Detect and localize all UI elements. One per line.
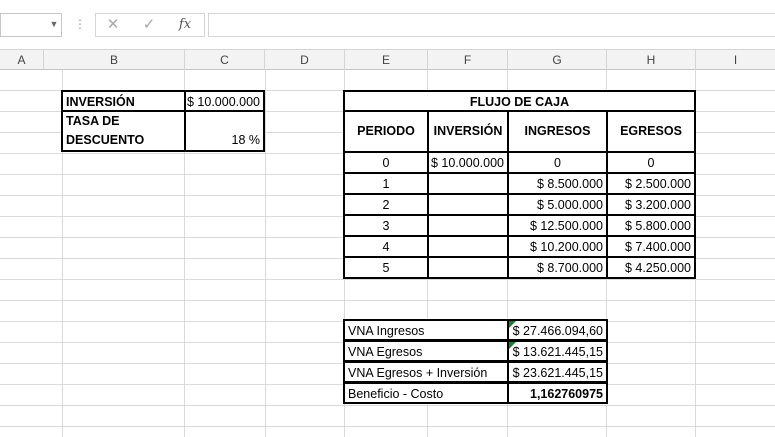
inversion-cell[interactable] [427, 214, 509, 237]
name-box[interactable] [0, 13, 62, 37]
ingresos-cell[interactable]: $ 8.500.000 [507, 172, 608, 195]
header-ingresos[interactable]: INGRESOS [507, 110, 608, 153]
result-value[interactable]: $ 27.466.094,60 [507, 319, 608, 341]
column-header-C[interactable]: C [185, 50, 265, 70]
column-header-B[interactable]: B [44, 50, 185, 70]
inversion-value[interactable]: $ 10.000.000 [184, 90, 265, 112]
result-label[interactable]: Beneficio - Costo [343, 382, 509, 404]
periodo-cell[interactable]: 3 [343, 214, 429, 237]
ingresos-cell[interactable]: $ 12.500.000 [507, 214, 608, 237]
inversion-cell[interactable]: $ 10.000.000 [427, 151, 509, 174]
egresos-cell[interactable]: $ 4.250.000 [606, 256, 696, 279]
column-header-A[interactable]: A [0, 50, 44, 70]
result-value[interactable]: 1,162760975 [507, 382, 608, 404]
error-indicator-icon [509, 321, 516, 328]
egresos-cell[interactable]: $ 2.500.000 [606, 172, 696, 195]
column-header-E[interactable]: E [345, 50, 428, 70]
cash-flow-title[interactable]: FLUJO DE CAJA [343, 90, 696, 112]
periodo-cell[interactable]: 1 [343, 172, 429, 195]
formula-buttons-group [95, 13, 205, 37]
column-header-I[interactable]: I [733, 53, 738, 67]
tasa-value[interactable]: 18 % [184, 110, 265, 152]
ingresos-cell[interactable]: $ 5.000.000 [507, 193, 608, 216]
column-headers: A B C D E F G H I [0, 49, 775, 70]
formula-input[interactable] [208, 13, 775, 37]
result-value-text: $ 13.621.445,15 [512, 345, 603, 359]
result-value[interactable]: $ 13.621.445,15 [507, 340, 608, 362]
egresos-cell[interactable]: $ 7.400.000 [606, 235, 696, 258]
inversion-cell[interactable] [427, 193, 509, 216]
chevron-down-icon[interactable]: ▼ [49, 19, 59, 29]
error-indicator-icon [509, 342, 516, 349]
check-icon[interactable]: ✓ [142, 16, 156, 33]
column-header-G[interactable]: G [508, 50, 607, 70]
periodo-cell[interactable]: 2 [343, 193, 429, 216]
inversion-label[interactable]: INVERSIÓN [61, 90, 186, 112]
result-label[interactable]: VNA Egresos [343, 340, 509, 362]
inversion-cell[interactable] [427, 172, 509, 195]
egresos-cell[interactable]: $ 3.200.000 [606, 193, 696, 216]
ingresos-cell[interactable]: $ 8.700.000 [507, 256, 608, 279]
tasa-label-line2: DESCUENTO [66, 133, 145, 147]
result-label[interactable]: VNA Egresos + Inversión [343, 361, 509, 383]
header-periodo[interactable]: PERIODO [343, 110, 429, 153]
egresos-cell[interactable]: $ 5.800.000 [606, 214, 696, 237]
insert-function-button[interactable]: fx [178, 17, 192, 32]
close-icon[interactable]: ✕ [106, 16, 120, 33]
header-inversion[interactable]: INVERSIÓN [427, 110, 509, 153]
column-header-D[interactable]: D [265, 50, 345, 70]
column-header-F[interactable]: F [428, 50, 508, 70]
tasa-label[interactable]: TASA DE DESCUENTO [61, 110, 186, 152]
result-value[interactable]: $ 23.621.445,15 [507, 361, 608, 383]
column-header-H[interactable]: H [607, 50, 696, 70]
inversion-cell[interactable] [427, 256, 509, 279]
periodo-cell[interactable]: 5 [343, 256, 429, 279]
periodo-cell[interactable]: 4 [343, 235, 429, 258]
result-value-text: $ 27.466.094,60 [512, 324, 603, 338]
inversion-cell[interactable] [427, 235, 509, 258]
tasa-label-line1: TASA DE [66, 114, 120, 128]
ingresos-cell[interactable]: $ 10.200.000 [507, 235, 608, 258]
periodo-cell[interactable]: 0 [343, 151, 429, 174]
header-egresos[interactable]: EGRESOS [606, 110, 696, 153]
result-label[interactable]: VNA Ingresos [343, 319, 509, 341]
more-options-icon[interactable]: ⋮ [74, 17, 86, 31]
egresos-cell[interactable]: 0 [606, 151, 696, 174]
ingresos-cell[interactable]: 0 [507, 151, 608, 174]
